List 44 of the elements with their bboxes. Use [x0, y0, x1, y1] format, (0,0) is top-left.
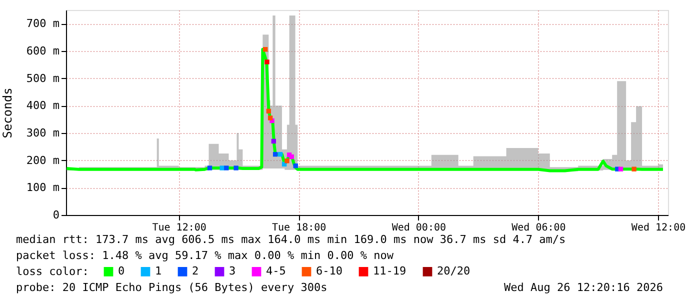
point — [264, 60, 270, 64]
y-tick-label: 0 — [52, 208, 60, 222]
x-tick-label: Wed 12:00 — [631, 222, 686, 234]
point — [268, 116, 273, 120]
text: packet loss: 1.48 % avg 59.17 % max 0.00 % min 0.00 % now — [16, 249, 394, 262]
point — [224, 166, 229, 170]
x-tick-label: Wed 06:00 — [512, 222, 566, 234]
text: median rtt: 173.7 ms avg 606.5 ms max 164.0 ms min 169.0 ms now 36.7 ms sd 4.7 am/s — [16, 233, 566, 246]
y-tick-label: 700 m — [26, 17, 60, 30]
point — [271, 138, 276, 144]
y-tick-label: 100 m — [26, 181, 60, 194]
point — [234, 166, 238, 170]
y-tick-label: 400 m — [26, 99, 60, 112]
y-tick-label: 600 m — [26, 44, 60, 58]
legend-label: 11-19 — [373, 264, 406, 278]
point — [293, 163, 298, 168]
legend-label: 2 — [192, 264, 199, 278]
point — [618, 166, 624, 172]
x-tick-label: Tue 18:00 — [272, 222, 326, 234]
point — [262, 47, 268, 52]
text: probe: 20 ICMP Echo Pings (56 Bytes) every 300s — [16, 281, 328, 294]
legend-label: 1 — [155, 264, 162, 278]
line-series — [65, 48, 665, 172]
legend-label: 0 — [118, 264, 125, 278]
legend-label: 4-5 — [266, 264, 286, 278]
x-tick-label: Wed 00:00 — [392, 222, 446, 234]
point — [207, 166, 212, 170]
point — [289, 154, 294, 160]
text: Wed Aug 26 12:20:16 2026 — [504, 281, 663, 294]
y-tick-label: 200 m — [26, 154, 60, 167]
legend-label: 20/20 — [437, 264, 470, 278]
point — [220, 166, 224, 170]
x-tick-label: Tue 12:00 — [152, 222, 206, 234]
y-tick-label: 300 m — [26, 126, 60, 140]
legend-label: 6-10 — [316, 264, 342, 278]
legend-title: loss color: — [16, 265, 89, 278]
legend-label: 3 — [229, 264, 236, 278]
point — [284, 158, 290, 164]
point — [632, 166, 636, 172]
y-tick-label: 500 m — [26, 72, 60, 85]
point — [266, 108, 272, 114]
point — [272, 152, 278, 157]
y-axis-title: Seconds — [0, 88, 14, 138]
point — [278, 152, 283, 157]
